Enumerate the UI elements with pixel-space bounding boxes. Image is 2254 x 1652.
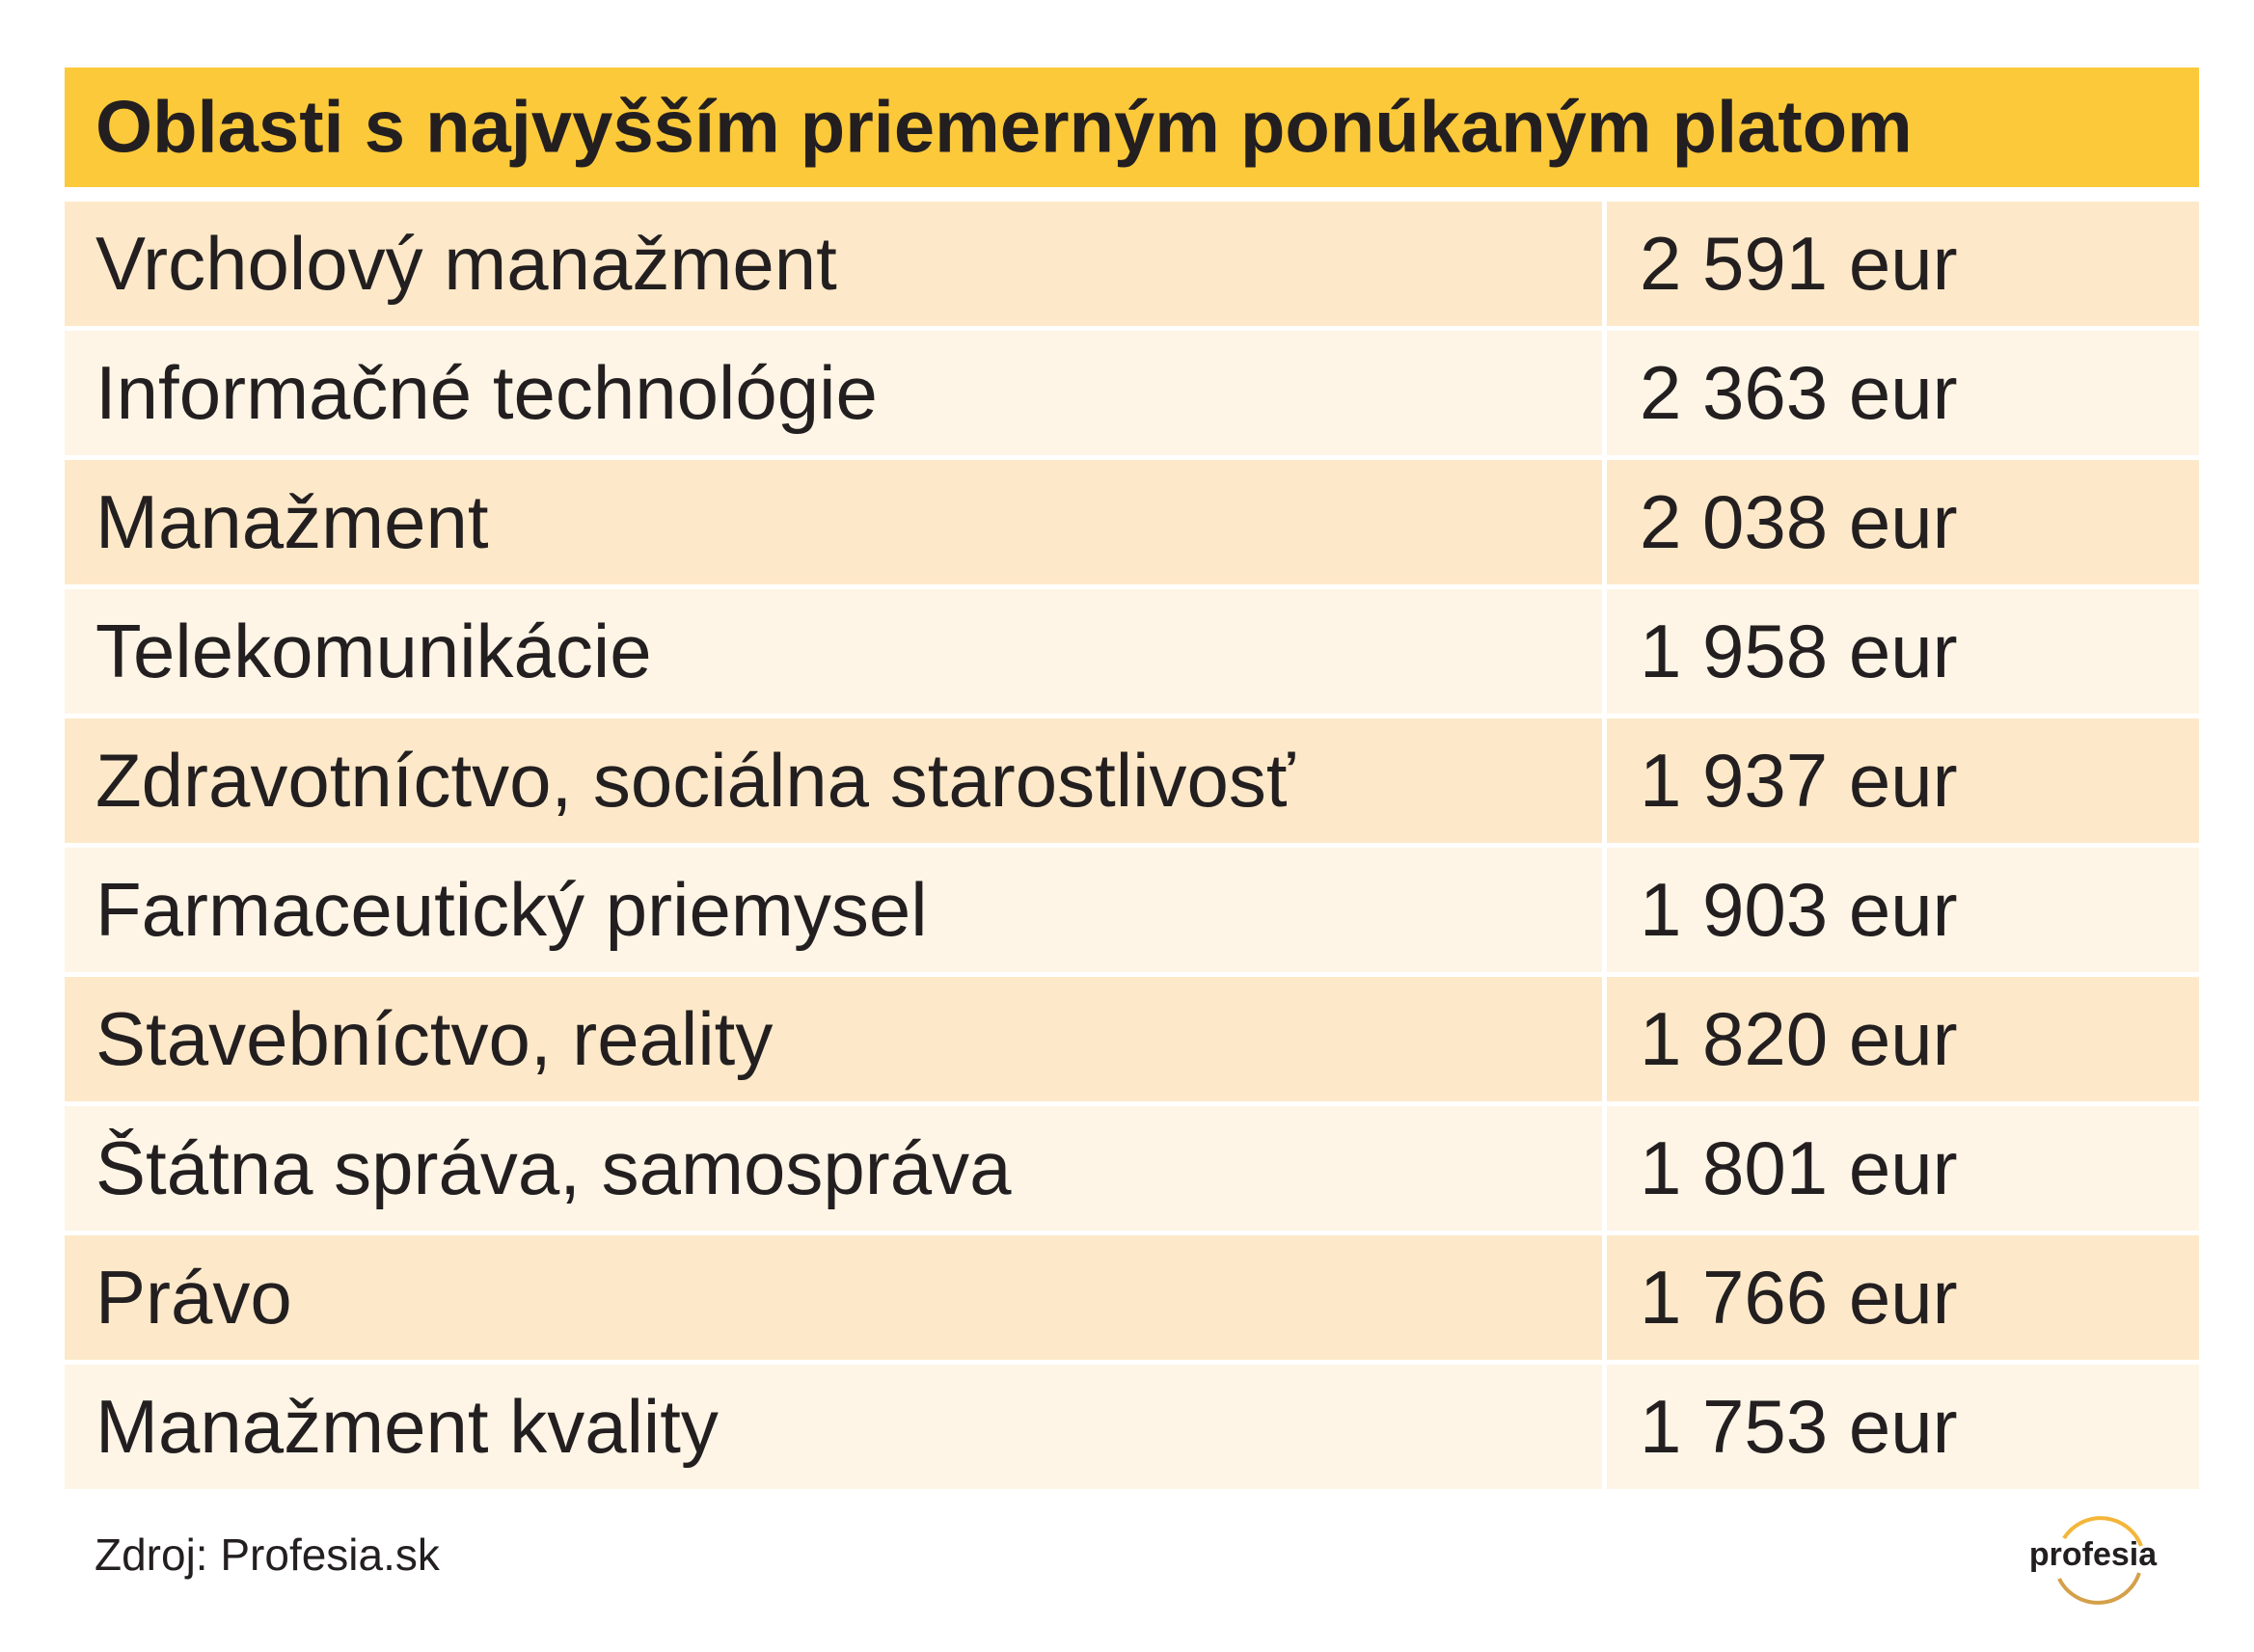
row-value: 1 820 eur	[1607, 977, 2199, 1101]
row-value: 1 958 eur	[1607, 589, 2199, 714]
row-value: 2 363 eur	[1607, 331, 2199, 455]
row-value: 2 038 eur	[1607, 460, 2199, 584]
title: Oblasti s najvyšším priemerným ponúkaným…	[95, 86, 1913, 169]
row-label: Manažment	[65, 460, 1602, 584]
row-label: Zdravotníctvo, sociálna starostlivosť	[65, 718, 1602, 843]
row-label: Informačné technológie	[65, 331, 1602, 455]
row-value: 1 766 eur	[1607, 1235, 2199, 1360]
row-value: 1 753 eur	[1607, 1365, 2199, 1489]
source: Zdroj: Profesia.sk	[95, 1530, 440, 1580]
logo-text: profesia	[2029, 1536, 2158, 1573]
row-label: Vrcholový manažment	[65, 202, 1602, 326]
row-label: Právo	[65, 1235, 1602, 1360]
row-value: 1 801 eur	[1607, 1106, 2199, 1231]
row-value: 1 903 eur	[1607, 848, 2199, 972]
logo: profesia	[2029, 1516, 2158, 1605]
header: Oblasti s najvyšším priemerným ponúkaným…	[65, 68, 2199, 187]
row-value: 1 937 eur	[1607, 718, 2199, 843]
row-label: Manažment kvality	[65, 1365, 1602, 1489]
row-label: Telekomunikácie	[65, 589, 1602, 714]
row-value: 2 591 eur	[1607, 202, 2199, 326]
row-label: Štátna správa, samospráva	[65, 1106, 1602, 1231]
row-label: Farmaceutický priemysel	[65, 848, 1602, 972]
row-label: Stavebníctvo, reality	[65, 977, 1602, 1101]
